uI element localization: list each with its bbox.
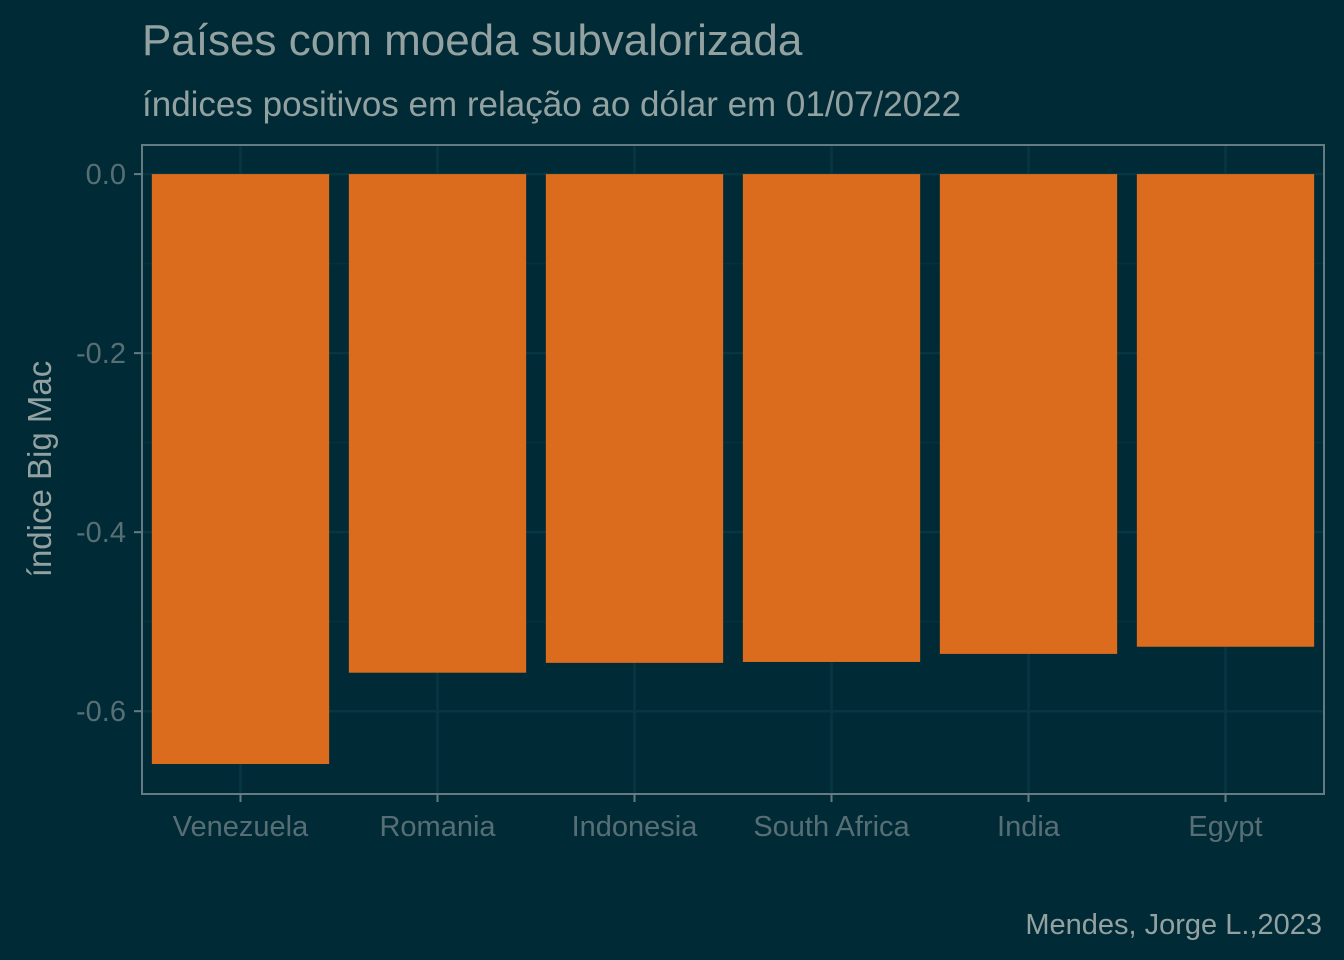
bar-indonesia xyxy=(545,174,724,663)
x-tick-label: Egypt xyxy=(1188,811,1262,843)
y-tick-label: -0.4 xyxy=(76,517,126,549)
x-tick-label: India xyxy=(997,811,1061,843)
chart-title: Países com moeda subvalorizada xyxy=(142,16,803,65)
x-tick-label: Indonesia xyxy=(572,811,699,843)
bar-india xyxy=(939,174,1118,654)
bar-venezuela xyxy=(151,174,330,765)
tick-layer: 0.0 -0.2 -0.4 -0.6 Venezuela Romania Indonesia… xyxy=(76,159,1263,843)
y-tick-label: 0.0 xyxy=(86,159,126,191)
y-tick-label: -0.2 xyxy=(76,338,126,370)
bar-romania xyxy=(348,174,527,673)
chart-caption: Mendes, Jorge L.,2023 xyxy=(1025,909,1322,941)
bar-layer xyxy=(151,174,1315,765)
x-tick-label: Romania xyxy=(379,811,496,843)
y-tick-label: -0.6 xyxy=(76,696,126,728)
panel-border xyxy=(141,144,1325,795)
chart-subtitle: índices positivos em relação ao dólar em… xyxy=(142,85,961,124)
y-axis-title: índice Big Mac xyxy=(21,361,58,577)
bar-egypt xyxy=(1136,174,1315,647)
bar-south-africa xyxy=(742,174,921,662)
x-tick-label: Venezuela xyxy=(173,811,309,843)
x-tick-label: South Africa xyxy=(753,811,910,843)
